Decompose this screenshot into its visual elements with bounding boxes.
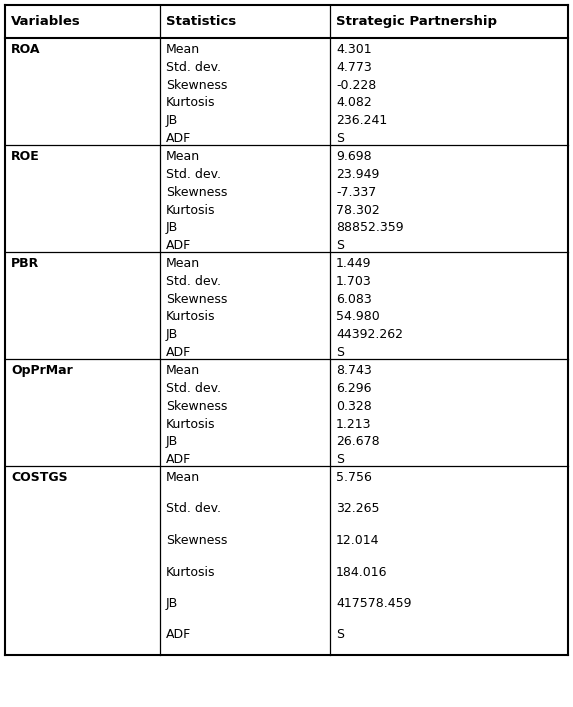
Text: Mean: Mean — [166, 43, 200, 56]
Text: 54.980: 54.980 — [336, 310, 380, 324]
Text: 4.082: 4.082 — [336, 96, 372, 110]
Text: Skewness: Skewness — [166, 534, 227, 547]
Text: Kurtosis: Kurtosis — [166, 310, 215, 324]
Text: ADF: ADF — [166, 629, 191, 641]
Text: ADF: ADF — [166, 346, 191, 359]
Text: 417578.459: 417578.459 — [336, 597, 411, 610]
Text: 9.698: 9.698 — [336, 150, 372, 163]
Text: Mean: Mean — [166, 257, 200, 270]
Text: ADF: ADF — [166, 453, 191, 466]
Text: 44392.262: 44392.262 — [336, 328, 403, 341]
Text: Skewness: Skewness — [166, 293, 227, 305]
Text: Std. dev.: Std. dev. — [166, 382, 221, 395]
Text: Strategic Partnership: Strategic Partnership — [336, 15, 497, 28]
Text: ADF: ADF — [166, 239, 191, 252]
Text: 4.773: 4.773 — [336, 61, 372, 74]
Text: 184.016: 184.016 — [336, 566, 387, 578]
Text: 88852.359: 88852.359 — [336, 221, 403, 234]
Text: Mean: Mean — [166, 364, 200, 377]
Text: 5.756: 5.756 — [336, 471, 372, 484]
Text: ROE: ROE — [11, 150, 40, 163]
Text: Skewness: Skewness — [166, 78, 227, 92]
Text: 32.265: 32.265 — [336, 503, 379, 515]
Text: 4.301: 4.301 — [336, 43, 372, 56]
Text: JB: JB — [166, 221, 178, 234]
Text: Std. dev.: Std. dev. — [166, 168, 221, 181]
Text: Skewness: Skewness — [166, 186, 227, 199]
Text: 0.328: 0.328 — [336, 399, 372, 413]
Text: 8.743: 8.743 — [336, 364, 372, 377]
Text: OpPrMar: OpPrMar — [11, 364, 73, 377]
Text: Statistics: Statistics — [166, 15, 236, 28]
Text: 1.213: 1.213 — [336, 418, 371, 431]
Text: COSTGS: COSTGS — [11, 471, 68, 484]
Text: Kurtosis: Kurtosis — [166, 96, 215, 110]
Text: S: S — [336, 629, 344, 641]
Text: -0.228: -0.228 — [336, 78, 376, 92]
Text: ADF: ADF — [166, 132, 191, 145]
Text: PBR: PBR — [11, 257, 39, 270]
Text: S: S — [336, 132, 344, 145]
Text: Skewness: Skewness — [166, 399, 227, 413]
Text: Std. dev.: Std. dev. — [166, 503, 221, 515]
Text: 6.083: 6.083 — [336, 293, 372, 305]
Text: Std. dev.: Std. dev. — [166, 275, 221, 288]
Text: Kurtosis: Kurtosis — [166, 204, 215, 216]
Text: JB: JB — [166, 328, 178, 341]
Text: S: S — [336, 453, 344, 466]
Text: Mean: Mean — [166, 471, 200, 484]
Text: -7.337: -7.337 — [336, 186, 376, 199]
Text: 1.449: 1.449 — [336, 257, 371, 270]
Text: JB: JB — [166, 115, 178, 127]
Text: 236.241: 236.241 — [336, 115, 387, 127]
Text: Std. dev.: Std. dev. — [166, 61, 221, 74]
Text: 12.014: 12.014 — [336, 534, 379, 547]
Text: Variables: Variables — [11, 15, 81, 28]
Text: S: S — [336, 239, 344, 252]
Text: Mean: Mean — [166, 150, 200, 163]
Text: 23.949: 23.949 — [336, 168, 379, 181]
Text: 26.678: 26.678 — [336, 436, 380, 448]
Text: S: S — [336, 346, 344, 359]
Text: Kurtosis: Kurtosis — [166, 566, 215, 578]
Text: 6.296: 6.296 — [336, 382, 371, 395]
Text: JB: JB — [166, 597, 178, 610]
Text: ROA: ROA — [11, 43, 41, 56]
Text: 78.302: 78.302 — [336, 204, 380, 216]
Text: JB: JB — [166, 436, 178, 448]
Text: Kurtosis: Kurtosis — [166, 418, 215, 431]
Text: 1.703: 1.703 — [336, 275, 372, 288]
